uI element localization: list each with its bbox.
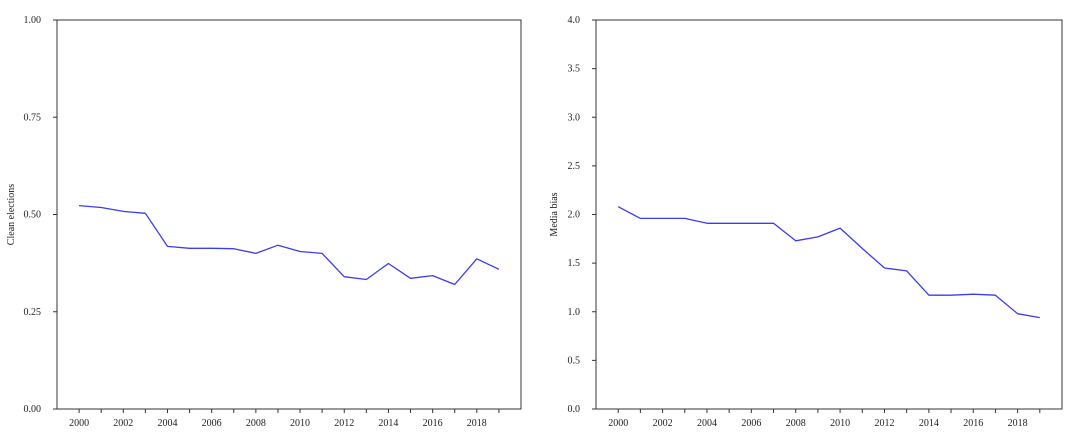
data-point bbox=[188, 247, 190, 249]
data-point bbox=[750, 222, 752, 224]
data-point bbox=[122, 210, 124, 212]
y-tick-label: 1.5 bbox=[568, 258, 581, 269]
data-point bbox=[387, 262, 389, 264]
data-point bbox=[431, 274, 433, 276]
data-point bbox=[100, 206, 102, 208]
x-tick-label: 2010 bbox=[290, 418, 310, 429]
data-point bbox=[454, 283, 456, 285]
y-tick-label: 3.0 bbox=[568, 112, 581, 123]
data-point bbox=[883, 267, 885, 269]
data-point bbox=[321, 252, 323, 254]
data-point bbox=[78, 204, 80, 206]
plot-frame bbox=[56, 19, 522, 410]
y-tick-label: 0.00 bbox=[24, 404, 42, 415]
data-point bbox=[476, 258, 478, 260]
data-point bbox=[905, 270, 907, 272]
data-point bbox=[365, 278, 367, 280]
x-tick-label: 2012 bbox=[874, 418, 894, 429]
x-tick-label: 2004 bbox=[697, 418, 717, 429]
data-point bbox=[299, 250, 301, 252]
x-tick-label: 2014 bbox=[378, 418, 398, 429]
data-point bbox=[409, 277, 411, 279]
data-point bbox=[233, 248, 235, 250]
x-tick-label: 2002 bbox=[113, 418, 133, 429]
y-tick-label: 1.00 bbox=[24, 15, 42, 26]
data-point bbox=[839, 227, 841, 229]
data-point bbox=[166, 245, 168, 247]
data-point bbox=[1039, 316, 1041, 318]
data-point bbox=[617, 206, 619, 208]
chart-panel-media-bias: 0.0 0.5 1.0 1.5 2.0 2.5 3.0 3.5 4.0 2000 2002 2004 2… bbox=[549, 15, 1063, 429]
x-tick-label: 2014 bbox=[919, 418, 939, 429]
y-tick-label: 2.0 bbox=[568, 210, 581, 221]
y-tick-label: 0.5 bbox=[568, 355, 581, 366]
y-tick-label: 0.0 bbox=[568, 404, 581, 415]
data-point bbox=[706, 222, 708, 224]
data-point bbox=[817, 236, 819, 238]
y-tick-label: 4.0 bbox=[568, 15, 581, 26]
data-point bbox=[277, 244, 279, 246]
x-tick-label: 2018 bbox=[1008, 418, 1028, 429]
data-point bbox=[972, 293, 974, 295]
x-tick-label: 2006 bbox=[741, 418, 761, 429]
y-axis-title: Clean elections bbox=[6, 184, 17, 245]
x-tick-label: 2008 bbox=[786, 418, 806, 429]
data-point bbox=[255, 252, 257, 254]
data-point bbox=[343, 276, 345, 278]
x-tick-label: 2006 bbox=[202, 418, 222, 429]
data-point bbox=[950, 294, 952, 296]
data-point bbox=[861, 247, 863, 249]
data-point bbox=[210, 247, 212, 249]
y-tick-label: 2.5 bbox=[568, 161, 581, 172]
x-tick-label: 2002 bbox=[653, 418, 673, 429]
series-line bbox=[617, 206, 1040, 319]
x-tick-label: 2008 bbox=[246, 418, 266, 429]
y-tick-label: 0.50 bbox=[24, 210, 42, 221]
x-tick-label: 2016 bbox=[423, 418, 443, 429]
series-line bbox=[79, 204, 500, 286]
x-tick-label: 2000 bbox=[69, 418, 89, 429]
chart-panel-clean-elections: 0.00 0.25 0.50 0.75 1.00 2000 2002 2004 2006 2008… bbox=[6, 15, 522, 429]
data-point bbox=[498, 268, 500, 270]
data-point bbox=[994, 294, 996, 296]
y-tick-label: 0.25 bbox=[24, 307, 42, 318]
x-tick-label: 2000 bbox=[608, 418, 628, 429]
x-tick-label: 2010 bbox=[830, 418, 850, 429]
plot-frame bbox=[595, 19, 1063, 410]
x-tick-label: 2018 bbox=[467, 418, 487, 429]
data-point bbox=[928, 294, 930, 296]
data-point bbox=[1016, 312, 1018, 314]
data-point bbox=[728, 222, 730, 224]
data-point bbox=[772, 222, 774, 224]
y-tick-label: 3.5 bbox=[568, 64, 581, 75]
data-point bbox=[795, 240, 797, 242]
y-tick-label: 1.0 bbox=[568, 307, 581, 318]
x-tick-label: 2004 bbox=[157, 418, 177, 429]
data-point bbox=[661, 217, 663, 219]
y-tick-label: 0.75 bbox=[24, 112, 42, 123]
data-point bbox=[684, 217, 686, 219]
y-axis-title: Media bias bbox=[549, 192, 560, 236]
data-point bbox=[639, 217, 641, 219]
x-tick-label: 2012 bbox=[334, 418, 354, 429]
data-point bbox=[144, 212, 146, 214]
x-tick-label: 2016 bbox=[963, 418, 983, 429]
